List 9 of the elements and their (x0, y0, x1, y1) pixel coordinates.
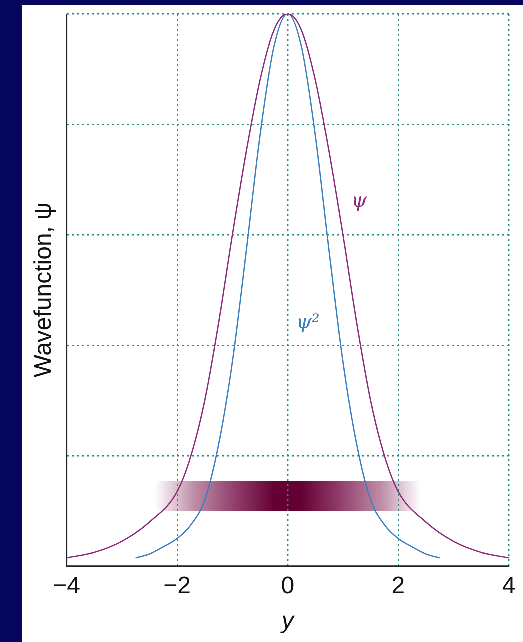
x-tick-label: 4 (502, 572, 516, 600)
x-tick-label: 0 (281, 572, 295, 600)
x-tick-label: 2 (392, 572, 406, 600)
x-tick-label: −4 (53, 572, 80, 600)
x-tick-label: −2 (164, 572, 192, 600)
series-label: ψ² (296, 310, 320, 334)
series-label: ψ (351, 188, 368, 212)
y-axis-title: Wavefunction, ψ (30, 202, 58, 378)
x-axis-title: y (280, 607, 296, 634)
